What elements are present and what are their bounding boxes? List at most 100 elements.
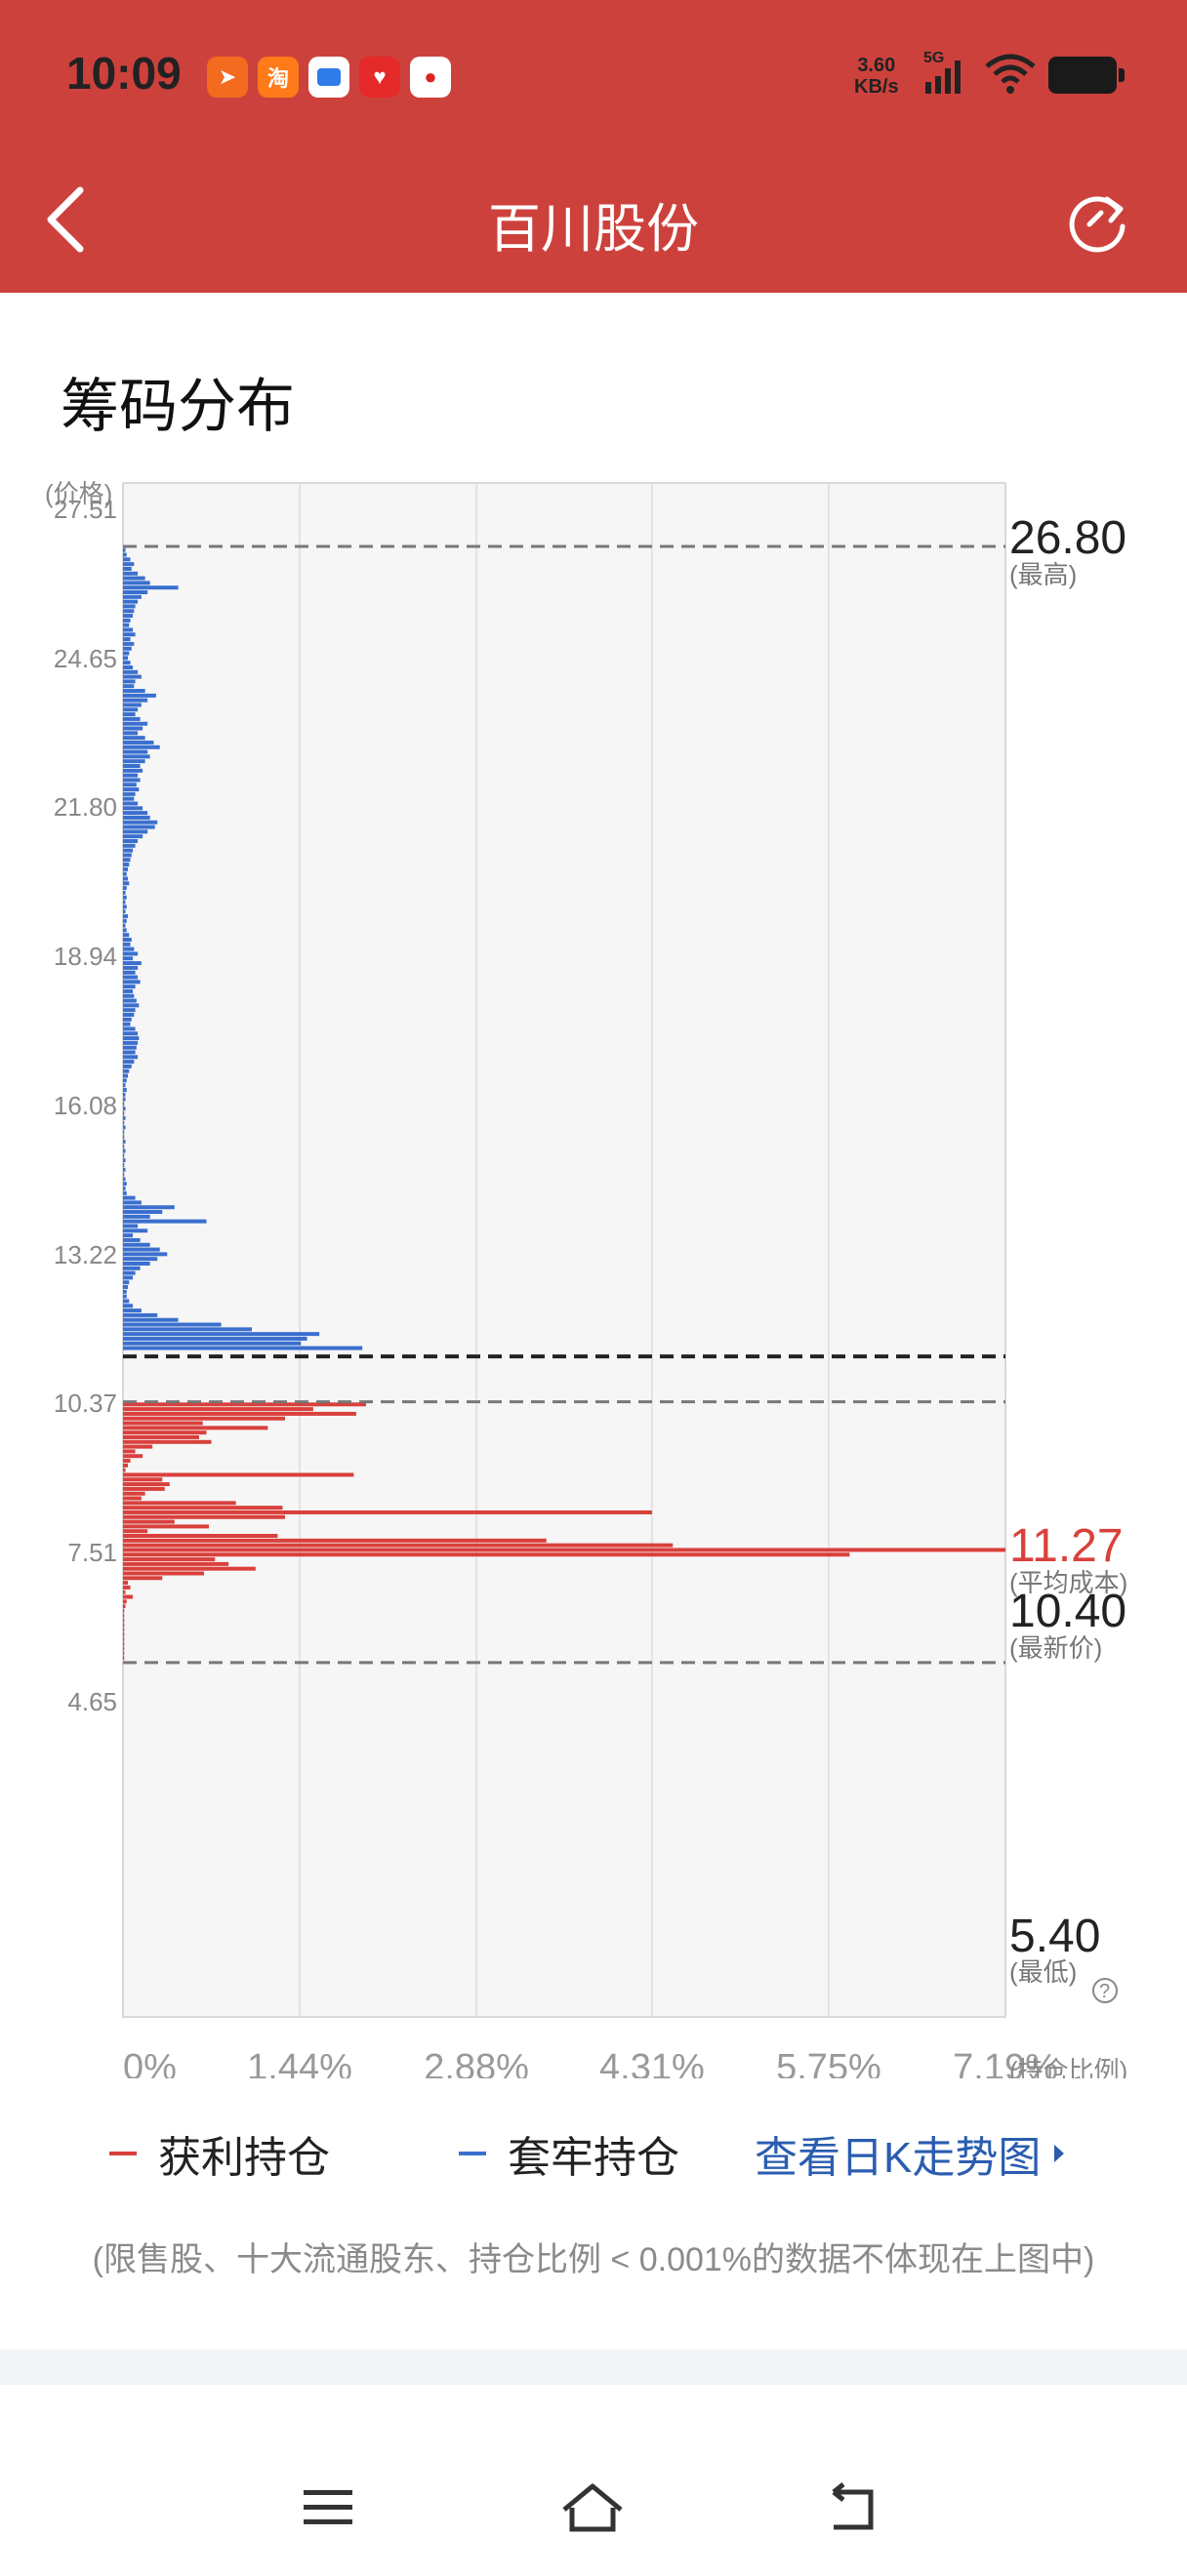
trapped-bar bbox=[123, 773, 139, 778]
trapped-bar bbox=[123, 965, 139, 970]
profit-bar bbox=[123, 1623, 125, 1628]
trapped-bar bbox=[123, 1270, 136, 1275]
trapped-bar bbox=[123, 1153, 125, 1158]
trapped-bar bbox=[123, 778, 141, 783]
profit-bar bbox=[123, 1590, 126, 1594]
app-header: 10:09 ➤ 淘 ♥ ● 3.60 KB/s 5G 百川股份 bbox=[0, 0, 1187, 293]
daily-k-link-label[interactable]: 查看日K走势图 bbox=[755, 2134, 1042, 2182]
trapped-bar bbox=[123, 881, 130, 886]
bars bbox=[123, 547, 1005, 1661]
trapped-bar bbox=[123, 834, 143, 839]
trapped-bar bbox=[123, 1158, 126, 1163]
x-axis-label: (持仓比例) bbox=[1009, 2056, 1127, 2078]
profit-bar bbox=[123, 1641, 125, 1646]
trapped-bar bbox=[123, 863, 130, 867]
trapped-bar bbox=[123, 988, 134, 993]
trapped-bar bbox=[123, 679, 136, 684]
trapped-bar bbox=[123, 1261, 150, 1266]
system-nav-bar bbox=[0, 2385, 1187, 2576]
trapped-bar bbox=[123, 562, 135, 567]
trapped-bar bbox=[123, 876, 129, 881]
legend-profit-label: 获利持仓 bbox=[158, 2134, 330, 2182]
trapped-bar bbox=[123, 1346, 363, 1350]
help-icon[interactable]: ? bbox=[1092, 1978, 1118, 2003]
trapped-bar bbox=[123, 1322, 222, 1327]
profit-bar bbox=[123, 1454, 143, 1459]
notification-icons: ➤ 淘 ♥ ● bbox=[207, 57, 451, 98]
trapped-bar bbox=[123, 815, 150, 820]
profit-bar bbox=[123, 1506, 283, 1510]
trapped-bar bbox=[123, 900, 126, 905]
profit-bar bbox=[123, 1482, 170, 1487]
trapped-bar bbox=[123, 581, 150, 585]
profit-bar bbox=[123, 1561, 229, 1566]
daily-k-link[interactable]: 查看日K走势图 bbox=[755, 2122, 1065, 2185]
back-nav-icon[interactable] bbox=[820, 2478, 888, 2537]
grid-lines bbox=[299, 483, 830, 2017]
trapped-bar bbox=[123, 1064, 132, 1068]
taobao-icon: 淘 bbox=[258, 57, 299, 98]
trapped-bar bbox=[123, 783, 137, 787]
trapped-bar bbox=[123, 552, 127, 557]
trapped-bar bbox=[123, 1285, 129, 1290]
trapped-bar bbox=[123, 1026, 136, 1031]
profit-bar bbox=[123, 1514, 285, 1519]
trapped-bar bbox=[123, 594, 142, 599]
trapped-bar bbox=[123, 838, 139, 843]
trapped-bar bbox=[123, 669, 139, 674]
trapped-bar bbox=[123, 886, 127, 891]
home-icon[interactable] bbox=[558, 2478, 627, 2537]
y-tick-label: 16.08 bbox=[54, 1091, 117, 1120]
trapped-bar bbox=[123, 1266, 141, 1270]
x-ticks: 0% 1.44% 2.88% 4.31% 5.75% 7.19% bbox=[123, 2047, 1058, 2088]
marker-low-label: (最低) bbox=[1009, 1957, 1077, 1987]
trapped-bar bbox=[123, 764, 141, 769]
menu-icon[interactable] bbox=[296, 2478, 364, 2537]
trapped-bar bbox=[123, 1327, 253, 1332]
trapped-bar bbox=[123, 946, 135, 951]
trapped-bar bbox=[123, 674, 142, 679]
trapped-bar bbox=[123, 1304, 134, 1308]
trapped-bar bbox=[123, 1177, 126, 1182]
trapped-bar bbox=[123, 1167, 126, 1172]
heart-icon: ♥ bbox=[359, 57, 400, 98]
help-icon-glyph: ? bbox=[1099, 1981, 1110, 2002]
x-tick-label: 0% bbox=[123, 2047, 177, 2078]
trapped-bar bbox=[123, 1102, 125, 1107]
x-tick-label: 4.31% bbox=[599, 2047, 705, 2078]
profit-bar bbox=[123, 1468, 126, 1472]
profit-bar bbox=[123, 1646, 125, 1651]
profit-bar bbox=[123, 1524, 210, 1529]
trapped-bar bbox=[123, 956, 134, 961]
trapped-bar bbox=[123, 661, 131, 665]
back-arrow-icon[interactable] bbox=[37, 181, 96, 259]
trapped-bar bbox=[123, 749, 148, 754]
trapped-bar bbox=[123, 928, 127, 933]
trapped-bar bbox=[123, 1120, 125, 1125]
trapped-bar bbox=[123, 1031, 139, 1036]
trapped-bar bbox=[123, 980, 141, 985]
trapped-bar bbox=[123, 1148, 126, 1153]
trapped-bar bbox=[123, 1060, 135, 1065]
reference-lines bbox=[123, 544, 1005, 1665]
trapped-bar bbox=[123, 656, 129, 661]
trapped-bar bbox=[123, 942, 131, 946]
trapped-bar bbox=[123, 740, 154, 745]
profit-bar bbox=[123, 1426, 268, 1430]
trapped-bar bbox=[123, 736, 145, 741]
profit-bar bbox=[123, 1496, 142, 1501]
refresh-icon[interactable] bbox=[1062, 185, 1132, 256]
profit-bar bbox=[123, 1459, 131, 1464]
trapped-bar bbox=[123, 1045, 137, 1050]
profit-bar bbox=[123, 1444, 153, 1449]
marker-avg-label: (平均成本) bbox=[1009, 1568, 1127, 1597]
trapped-bar bbox=[123, 866, 129, 871]
y-tick-label: 21.80 bbox=[54, 792, 117, 822]
trapped-bar bbox=[123, 557, 131, 562]
trapped-bar bbox=[123, 664, 134, 669]
trapped-bar bbox=[123, 599, 139, 604]
trapped-bar bbox=[123, 843, 136, 848]
trapped-bar bbox=[123, 693, 156, 698]
trapped-bar bbox=[123, 806, 143, 811]
profit-bar bbox=[123, 1509, 652, 1514]
